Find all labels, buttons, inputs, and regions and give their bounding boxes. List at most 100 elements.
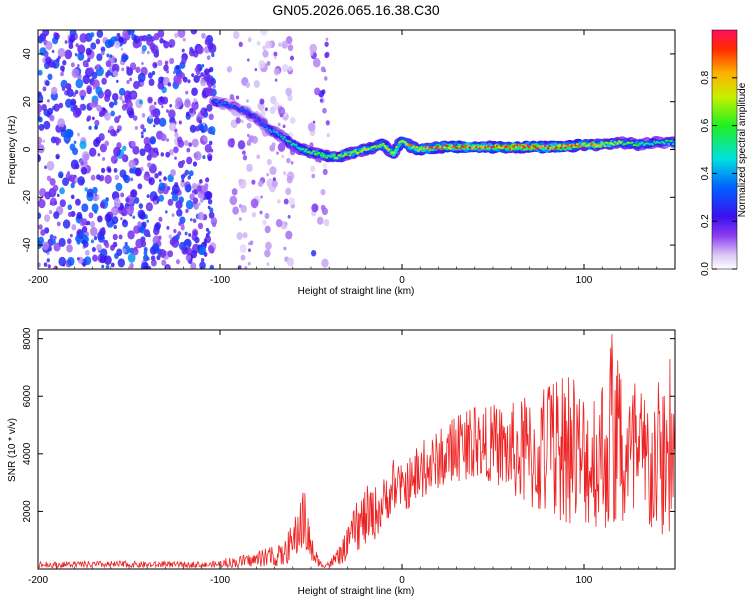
signal-blob [463,146,467,149]
signal-blob [270,130,273,133]
noise-speck [45,56,52,65]
noise-speck [50,197,57,207]
noise-speck [60,71,64,77]
noise-speck [104,242,110,249]
noise-speck [44,191,51,200]
noise-speck [109,54,113,58]
noise-speck [151,70,156,76]
noise-speck [170,169,176,177]
signal-blob [631,141,634,144]
noise-speck [134,167,142,176]
noise-speck [266,173,270,177]
noise-speck [84,256,92,266]
signal-blob [519,144,522,147]
noise-speck [244,265,248,269]
noise-speck [92,186,98,194]
noise-speck [179,216,186,225]
noise-speck [149,136,157,145]
noise-speck [175,97,183,107]
noise-speck [93,196,98,202]
noise-speck [137,183,143,190]
noise-speck [150,44,159,55]
noise-speck [196,185,202,192]
snr-panel: -200 -100 0 100 2000 4000 6000 8000 Height of … [7,327,676,597]
noise-speck [262,45,267,51]
noise-speck [74,89,79,95]
noise-speck [104,174,112,185]
noise-speck [52,184,59,192]
noise-speck [86,58,91,63]
noise-speck [160,152,165,157]
noise-speck [38,262,41,268]
noise-speck [146,162,152,168]
noise-speck [56,138,62,144]
signal-blob [552,146,555,149]
noise-speck [285,87,293,97]
noise-speck [187,79,191,84]
signal-blob [252,114,256,117]
noise-speck [246,140,252,147]
noise-speck [65,98,73,108]
noise-speck [116,32,121,38]
noise-speck [105,71,110,78]
noise-speck [108,101,115,108]
signal-blob [388,148,391,151]
noise-speck [90,32,95,38]
signal-blob [264,124,267,128]
signal-blob [616,142,620,145]
noise-speck [188,142,193,147]
noise-speck [169,238,176,246]
noise-speck [149,114,153,120]
noise-speck [166,138,170,142]
signal-blob [449,147,452,150]
signal-blob [340,153,343,156]
noise-speck [193,189,198,195]
signal-blob [663,142,666,145]
signal-blob [325,156,328,159]
signal-blob [642,143,646,147]
signal-blob [345,153,349,156]
signal-blob [312,149,315,153]
signal-blob [546,147,550,150]
noise-speck [206,55,211,61]
colorbar-scale [711,29,738,270]
noise-speck [207,230,211,235]
noise-speck [146,194,150,199]
noise-speck [76,132,81,137]
noise-speck [311,249,317,257]
noise-speck [208,43,217,54]
noise-speck [167,250,174,258]
noise-speck [97,233,105,243]
signal-blob [610,142,614,145]
y-tick-label: 40 [22,48,33,60]
noise-speck [154,172,159,179]
colorbar-tick-label: 0.6 [700,118,711,132]
noise-speck [112,70,119,78]
noise-speck [122,145,127,152]
noise-speck [61,86,66,91]
noise-speck [322,168,328,176]
spectrogram-image [38,30,675,269]
noise-speck [277,122,281,127]
noise-speck [286,175,293,184]
noise-speck [199,179,203,184]
noise-speck [92,254,98,262]
noise-speck [54,32,60,40]
noise-speck [201,32,206,39]
noise-speck [173,146,179,154]
signal-blob [618,140,621,143]
spectrogram-x-label: Height of straight line (km) [298,286,415,297]
y-tick-label: 0 [22,146,33,152]
noise-speck [151,242,160,252]
noise-speck [168,234,173,240]
noise-speck [159,248,167,258]
noise-speck [197,222,204,230]
noise-speck [207,244,214,253]
noise-speck [38,144,45,154]
noise-speck [81,151,90,161]
noise-speck [100,167,106,174]
noise-speck [200,72,204,77]
noise-speck [158,76,164,84]
noise-speck [251,135,258,144]
noise-speck [246,122,252,129]
